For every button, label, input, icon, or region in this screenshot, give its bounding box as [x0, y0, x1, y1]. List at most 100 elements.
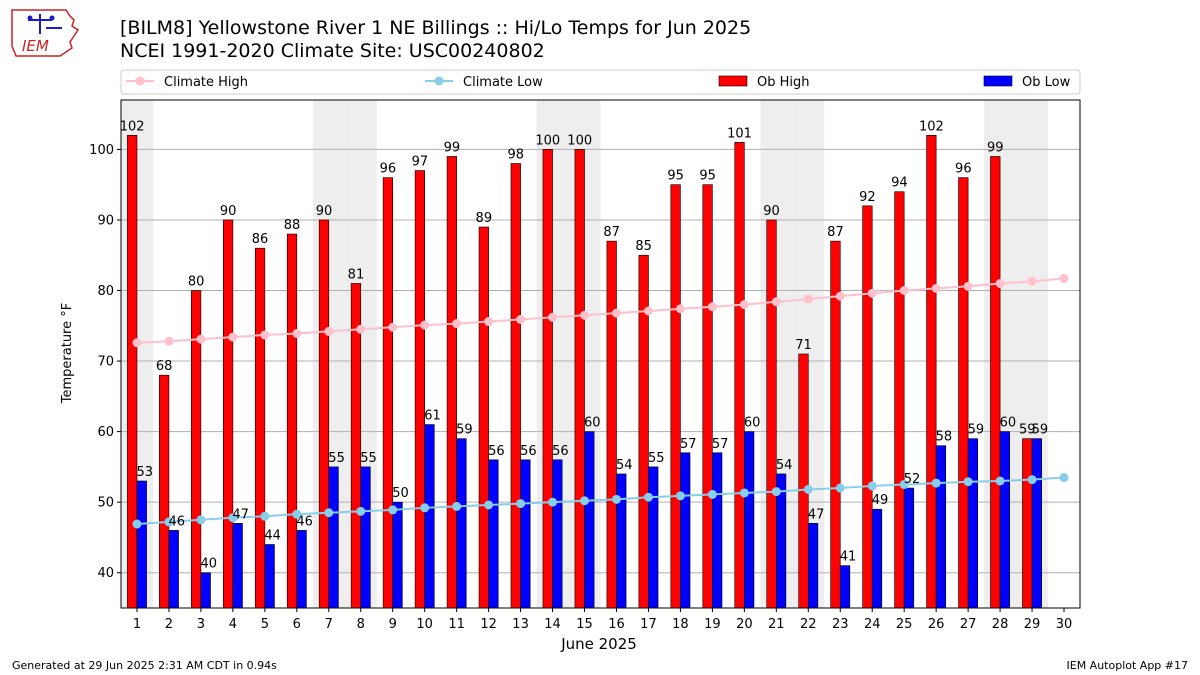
- ob-high-label: 94: [891, 176, 908, 191]
- ob-high-label: 87: [827, 225, 844, 240]
- ob-high-bar: [926, 134, 937, 609]
- ob-high-label: 101: [727, 126, 752, 141]
- plot-frame: [120, 99, 1081, 609]
- climate-high-point: [963, 281, 973, 291]
- x-axis-label: June 2025: [560, 635, 637, 653]
- legend-swatch-marker: [434, 76, 444, 86]
- iowa-state-outline: [11, 9, 80, 57]
- ob-low-bar: [967, 438, 979, 609]
- climate-high-point: [356, 324, 366, 334]
- ob-high-bar: [990, 156, 1001, 609]
- ob-low-bar: [296, 530, 307, 609]
- climate-high-point: [803, 294, 813, 304]
- climate-high-point: [675, 304, 685, 314]
- climate-low-point: [867, 481, 877, 491]
- climate-low-point: [132, 519, 142, 529]
- x-tick-label: 19: [704, 617, 721, 632]
- y-tick-label: 50: [97, 496, 114, 511]
- ob-high-label: 96: [955, 162, 972, 177]
- climate-high-point: [452, 319, 462, 329]
- ob-high-bar: [414, 170, 425, 609]
- climate-high-point: [611, 308, 621, 318]
- ob-low-bar: [712, 452, 723, 609]
- ob-high-label: 90: [763, 204, 780, 219]
- ob-high-label: 81: [348, 267, 365, 282]
- climate-low-point: [228, 513, 238, 523]
- ob-low-label: 60: [1000, 416, 1017, 431]
- climate-low-point: [739, 488, 749, 498]
- x-tick-label: 3: [197, 617, 205, 632]
- x-tick-label: 14: [544, 617, 561, 632]
- ob-high-bar: [702, 184, 713, 609]
- ob-high-label: 85: [635, 239, 652, 254]
- iem-logo: IEM: [8, 6, 82, 58]
- climate-low-point: [963, 477, 973, 487]
- x-tick-label: 12: [480, 617, 497, 632]
- climate-high-point: [1059, 274, 1069, 284]
- climate-low-point: [995, 476, 1005, 486]
- climate-low-point: [516, 499, 526, 509]
- ob-low-label: 57: [712, 437, 729, 452]
- ob-low-bar: [807, 523, 819, 609]
- climate-low-point: [164, 517, 174, 527]
- climate-high-line: [136, 277, 1065, 344]
- ob-low-bar: [360, 466, 371, 609]
- ob-low-label: 55: [360, 451, 377, 466]
- ob-low-bar: [200, 572, 211, 609]
- climate-high-point: [388, 322, 398, 332]
- ob-low-bar: [424, 424, 435, 609]
- ob-low-label: 54: [616, 458, 633, 473]
- climate-low-point: [803, 484, 813, 494]
- x-tick-label: 11: [448, 617, 465, 632]
- ob-high-label: 95: [667, 169, 684, 184]
- ob-high-label: 100: [567, 133, 592, 148]
- ob-low-bar: [136, 480, 147, 609]
- ob-low-label: 61: [424, 409, 441, 424]
- ob-low-label: 57: [680, 437, 697, 452]
- ob-high-bar: [159, 374, 170, 609]
- climate-low-point: [1027, 475, 1037, 485]
- climate-low-point: [611, 494, 621, 504]
- x-tick-label: 29: [1024, 617, 1041, 632]
- ob-low-label: 60: [584, 416, 601, 431]
- ob-high-bar: [127, 134, 138, 609]
- ob-high-bar: [382, 177, 394, 609]
- legend-frame: [120, 69, 1081, 95]
- ob-low-label: 41: [840, 550, 857, 565]
- ob-low-label: 44: [264, 529, 281, 544]
- x-tick-label: 20: [736, 617, 753, 632]
- legend-swatch-bar: [983, 75, 1013, 87]
- ob-high-bar: [958, 177, 969, 609]
- ob-low-bar: [999, 431, 1010, 609]
- climate-high-point: [484, 317, 494, 327]
- ob-low-label: 52: [904, 472, 921, 487]
- y-tick-label: 100: [89, 143, 114, 158]
- ob-low-label: 59: [968, 423, 985, 438]
- ob-high-label: 88: [284, 218, 301, 233]
- ob-high-bar: [1022, 438, 1033, 609]
- y-tick-label: 40: [97, 566, 114, 581]
- ob-high-label: 87: [603, 225, 620, 240]
- ob-high-bar: [670, 184, 681, 609]
- ob-low-bar: [744, 431, 755, 609]
- legend-swatch-bar: [718, 75, 748, 87]
- ob-low-bar: [456, 438, 467, 609]
- ob-low-bar: [168, 530, 179, 609]
- ob-low-bar: [584, 431, 595, 609]
- ob-low-label: 55: [328, 451, 345, 466]
- ob-high-bar: [862, 205, 873, 609]
- climate-high-point: [739, 300, 749, 310]
- climate-low-point: [260, 511, 270, 521]
- ob-low-bar: [680, 452, 691, 609]
- climate-low-point: [580, 496, 590, 506]
- climate-high-point: [324, 326, 334, 336]
- plot-area: 4050607080901001025368468040904786448846…: [89, 99, 1081, 632]
- legend: Climate High Climate Low Ob High Ob Low: [120, 69, 1081, 95]
- climate-low-line: [136, 476, 1065, 526]
- ob-high-label: 100: [535, 133, 560, 148]
- ob-low-bar: [1031, 438, 1042, 609]
- ob-high-label: 89: [476, 211, 493, 226]
- ob-high-bar: [446, 156, 457, 609]
- ob-high-label: 95: [699, 169, 716, 184]
- x-tick-label: 10: [416, 617, 433, 632]
